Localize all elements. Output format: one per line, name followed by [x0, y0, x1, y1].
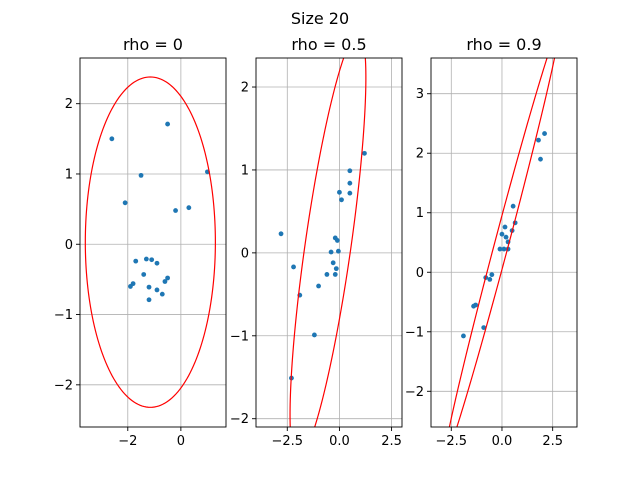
- subplot-title: rho = 0.5: [291, 35, 366, 54]
- y-tick-label: −1: [405, 325, 424, 340]
- scatter-point: [502, 224, 508, 230]
- scatter-point: [109, 136, 115, 142]
- y-tick-label: −2: [405, 385, 424, 400]
- scatter-point: [128, 284, 133, 289]
- scatter-point: [481, 325, 487, 331]
- y-tick-label: 0: [241, 246, 249, 261]
- ellipse-outline: [84, 76, 216, 408]
- scatter-point: [510, 203, 516, 209]
- scatter-point: [337, 189, 342, 195]
- x-tick-label: 2.5: [542, 434, 563, 449]
- scatter-point: [146, 284, 152, 290]
- scatter-points: [278, 150, 367, 381]
- scatter-point: [335, 248, 341, 254]
- ellipse-outline: [448, 58, 556, 427]
- x-tick-label: −2: [118, 434, 137, 449]
- scatter-point: [316, 283, 321, 289]
- axes-frame: [255, 57, 403, 428]
- scatter-point: [538, 156, 543, 162]
- scatter-point: [330, 260, 336, 266]
- y-tick-label: −1: [54, 308, 73, 323]
- scatter-point: [278, 231, 284, 237]
- scatter-point: [334, 238, 340, 243]
- scatter-point: [536, 137, 541, 143]
- subplot-title: rho = 0: [123, 35, 183, 54]
- axes-frame: [79, 57, 227, 428]
- scatter-point: [165, 275, 171, 281]
- y-tick-label: 1: [241, 163, 249, 178]
- ellipse-outline: [289, 58, 367, 427]
- x-tick-label: 0.0: [329, 434, 350, 449]
- scatter-point: [165, 121, 171, 127]
- scatter-point: [347, 190, 353, 196]
- x-tick-label: 0.0: [492, 434, 513, 449]
- scatter-point: [138, 172, 144, 178]
- scatter-point: [154, 260, 160, 266]
- scatter-point: [347, 180, 353, 186]
- y-tick-label: 1: [65, 167, 73, 182]
- x-tick-label: 2.5: [381, 434, 402, 449]
- scatter-point: [347, 168, 353, 174]
- scatter-point: [122, 200, 128, 206]
- scatter-point: [489, 272, 495, 278]
- y-tick-label: 0: [65, 238, 73, 253]
- scatter-point: [503, 234, 509, 240]
- y-tick-label: 0: [416, 266, 424, 281]
- subplot-3: −2.5 0.0 2.5 −2 −1 0 1 2 3 rho = 0.9: [405, 35, 578, 449]
- y-tick-label: −1: [230, 329, 249, 344]
- y-tick-label: 2: [416, 147, 424, 162]
- scatter-point: [312, 332, 317, 338]
- scatter-point: [133, 258, 139, 264]
- scatter-point: [154, 287, 160, 293]
- x-tick-label: −2.5: [435, 434, 467, 449]
- scatter-point: [149, 257, 155, 263]
- scatter-point: [542, 131, 547, 136]
- scatter-point: [143, 256, 149, 262]
- scatter-points: [461, 131, 547, 339]
- y-tick-label: −2: [230, 412, 249, 427]
- scatter-point: [497, 246, 503, 252]
- scatter-point: [324, 272, 330, 277]
- subplot-1: −2 0 −2 −1 0 1 2 rho = 0: [54, 35, 227, 449]
- scatter-points: [109, 121, 210, 303]
- scatter-point: [328, 249, 334, 255]
- y-tick-label: 1: [416, 206, 424, 221]
- scatter-point: [146, 297, 152, 303]
- scatter-point: [333, 266, 339, 272]
- figure-suptitle: Size 20: [291, 9, 349, 28]
- subplot-2: −2.5 0.0 2.5 −2 −1 0 1 2 rho = 0.5: [230, 35, 403, 449]
- scatter-point: [473, 302, 479, 308]
- y-tick-label: 3: [416, 87, 424, 102]
- scatter-point: [362, 150, 367, 156]
- scatter-point: [291, 264, 296, 270]
- scatter-point: [339, 197, 344, 203]
- scatter-point: [159, 291, 165, 297]
- subplot-title: rho = 0.9: [466, 35, 541, 54]
- y-tick-label: 2: [65, 97, 73, 112]
- scatter-point: [162, 279, 168, 284]
- axes-frame: [430, 57, 578, 428]
- scatter-point: [186, 205, 192, 211]
- scatter-point: [501, 246, 507, 252]
- scatter-point: [461, 333, 466, 339]
- scatter-point: [141, 272, 147, 277]
- scatter-point: [499, 231, 505, 237]
- subplots: −2 0 −2 −1 0 1 2 rho = 0 −2.5 0.0 2.5 −2 −1 0 1 2 rho = …: [54, 35, 578, 449]
- scatter-point: [487, 277, 493, 282]
- x-tick-label: −2.5: [271, 434, 303, 449]
- y-tick-label: 2: [241, 81, 249, 96]
- scatter-point: [173, 208, 178, 213]
- y-tick-label: −2: [54, 378, 73, 393]
- x-tick-label: 0: [177, 434, 185, 449]
- scatter-point: [332, 272, 338, 277]
